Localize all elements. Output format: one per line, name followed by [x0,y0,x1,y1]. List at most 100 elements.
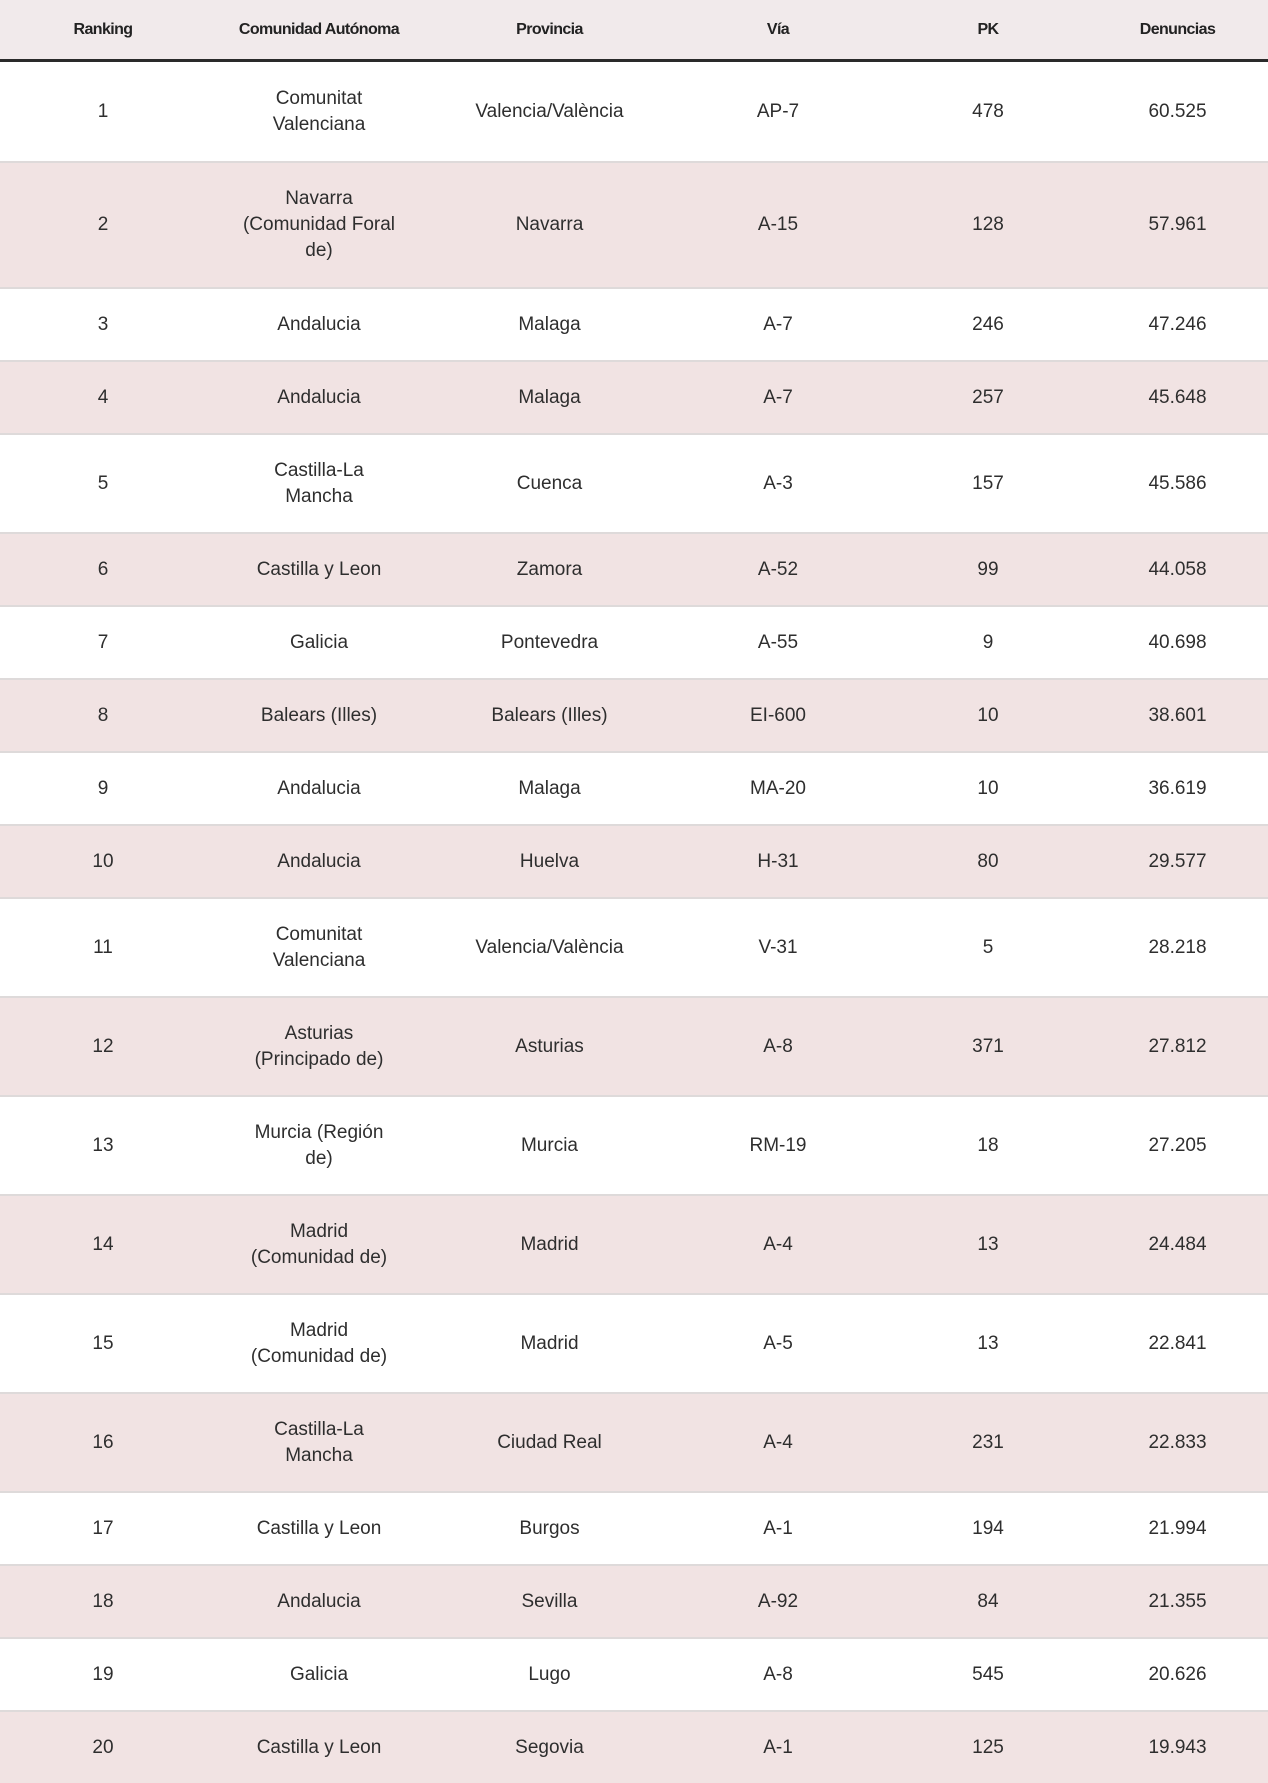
cell-ranking: 1 [0,61,206,163]
cell-comunidad: Castilla y Leon [206,533,432,606]
comunidad-value: Andalucia [277,312,360,338]
denuncias-value: 27.812 [1148,1036,1206,1057]
denuncias-value: 24.484 [1148,1234,1206,1255]
pk-value: 10 [977,705,998,726]
cell-via: AP-7 [667,61,889,163]
cell-provincia: Malaga [432,288,667,361]
cell-comunidad: Galicia [206,606,432,679]
denuncias-value: 21.994 [1148,1518,1206,1539]
cell-denuncias: 27.812 [1087,997,1268,1096]
comunidad-value: Murcia (Región de) [239,1120,399,1172]
pk-value: 545 [972,1664,1004,1685]
cell-pk: 478 [889,61,1087,163]
column-header-denuncias[interactable]: Denuncias [1087,0,1268,61]
cell-ranking: 8 [0,679,206,752]
denuncias-value: 45.586 [1148,473,1206,494]
comunidad-value: Castilla-La Mancha [239,458,399,510]
pk-value: 478 [972,101,1004,122]
cell-comunidad: Comunitat Valenciana [206,898,432,997]
denuncias-value: 40.698 [1148,632,1206,653]
provincia-value: Valencia/València [475,937,623,958]
cell-provincia: Madrid [432,1195,667,1294]
cell-denuncias: 20.626 [1087,1638,1268,1711]
cell-denuncias: 45.586 [1087,434,1268,533]
comunidad-value: Castilla y Leon [257,557,382,583]
cell-via: A-55 [667,606,889,679]
denuncias-value: 22.841 [1148,1333,1206,1354]
comunidad-value: Andalucia [277,1589,360,1615]
provincia-value: Pontevedra [501,632,598,653]
cell-provincia: Segovia [432,1711,667,1783]
comunidad-value: Castilla-La Mancha [239,1417,399,1469]
provincia-value: Malaga [518,387,580,408]
cell-comunidad: Andalucia [206,752,432,825]
comunidad-value: Madrid (Comunidad de) [239,1318,399,1370]
cell-ranking: 10 [0,825,206,898]
cell-via: H-31 [667,825,889,898]
column-header-via[interactable]: Vía [667,0,889,61]
cell-via: A-8 [667,997,889,1096]
cell-denuncias: 24.484 [1087,1195,1268,1294]
cell-via: MA-20 [667,752,889,825]
cell-pk: 194 [889,1492,1087,1565]
pk-value: 246 [972,314,1004,335]
column-header-comunidad[interactable]: Comunidad Autónoma [206,0,432,61]
cell-provincia: Lugo [432,1638,667,1711]
denuncias-value: 38.601 [1148,705,1206,726]
cell-denuncias: 29.577 [1087,825,1268,898]
cell-ranking: 7 [0,606,206,679]
pk-value: 80 [977,851,998,872]
cell-pk: 10 [889,679,1087,752]
ranking-value: 10 [92,851,113,872]
denuncias-value: 44.058 [1148,559,1206,580]
cell-provincia: Valencia/València [432,61,667,163]
cell-via: V-31 [667,898,889,997]
provincia-value: Huelva [520,851,579,872]
cell-via: A-7 [667,288,889,361]
cell-denuncias: 21.355 [1087,1565,1268,1638]
via-value: V-31 [758,937,797,958]
cell-pk: 545 [889,1638,1087,1711]
cell-provincia: Madrid [432,1294,667,1393]
via-value: A-15 [758,214,798,235]
via-value: A-7 [763,314,793,335]
via-value: A-4 [763,1234,793,1255]
cell-via: A-4 [667,1195,889,1294]
cell-pk: 13 [889,1195,1087,1294]
cell-via: A-7 [667,361,889,434]
via-value: RM-19 [749,1135,806,1156]
column-header-pk[interactable]: PK [889,0,1087,61]
comunidad-value: Andalucia [277,776,360,802]
pk-value: 13 [977,1333,998,1354]
cell-ranking: 18 [0,1565,206,1638]
cell-ranking: 17 [0,1492,206,1565]
cell-denuncias: 60.525 [1087,61,1268,163]
cell-comunidad: Castilla y Leon [206,1711,432,1783]
cell-pk: 231 [889,1393,1087,1492]
cell-provincia: Malaga [432,752,667,825]
ranking-value: 19 [92,1664,113,1685]
comunidad-value: Castilla y Leon [257,1735,382,1761]
pk-value: 125 [972,1737,1004,1758]
column-header-provincia[interactable]: Provincia [432,0,667,61]
ranking-value: 20 [92,1737,113,1758]
cell-via: EI-600 [667,679,889,752]
cell-via: A-3 [667,434,889,533]
cell-via: A-52 [667,533,889,606]
column-header-ranking[interactable]: Ranking [0,0,206,61]
cell-ranking: 15 [0,1294,206,1393]
comunidad-value: Castilla y Leon [257,1516,382,1542]
cell-via: A-4 [667,1393,889,1492]
pk-value: 99 [977,559,998,580]
cell-denuncias: 44.058 [1087,533,1268,606]
